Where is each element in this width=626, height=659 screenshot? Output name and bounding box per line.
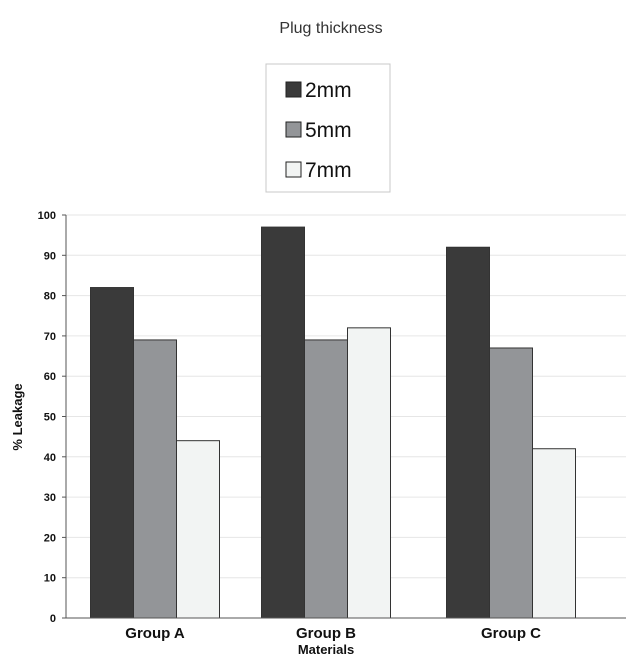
y-tick-label: 20: [44, 532, 56, 544]
bar-7mm-group-a: [176, 440, 220, 619]
bar-2mm-group-a: [90, 287, 134, 619]
y-tick-label: 70: [44, 331, 56, 343]
y-tick-label: 40: [44, 452, 56, 464]
y-tick-label: 50: [44, 412, 56, 424]
bars: [90, 226, 576, 619]
x-tick-label: Group A: [125, 625, 185, 642]
bar-2mm-group-c: [446, 246, 490, 619]
x-tick-label: Group B: [296, 625, 356, 642]
y-axis-title: % Leakage: [10, 383, 25, 450]
legend-swatch-7mm: [285, 161, 302, 178]
y-tick-labels: 0 10 20 30 40 50 60 70 80 90 100: [38, 210, 66, 625]
x-tick-labels: Group A Group B Group C: [125, 625, 541, 642]
y-tick-label: 60: [44, 371, 56, 383]
bar-5mm-group-b: [304, 339, 348, 619]
bar-7mm-group-b: [347, 327, 391, 619]
bar-2mm-group-b: [261, 226, 305, 619]
legend-label-5mm: 5mm: [305, 119, 352, 142]
y-tick-label: 80: [44, 291, 56, 303]
legend-swatch-2mm: [285, 81, 302, 98]
legend-label-2mm: 2mm: [305, 79, 352, 102]
y-tick-label: 10: [44, 573, 56, 585]
bar-5mm-group-a: [133, 339, 177, 619]
legend-title: Plug thickness: [279, 20, 382, 37]
x-tick-label: Group C: [481, 625, 541, 642]
y-tick-label: 90: [44, 250, 56, 262]
bar-7mm-group-c: [532, 448, 576, 619]
legend: 2mm 5mm 7mm: [265, 63, 391, 193]
legend-swatch-5mm: [285, 121, 302, 138]
y-tick-label: 0: [50, 613, 56, 625]
y-tick-label: 30: [44, 492, 56, 504]
legend-label-7mm: 7mm: [305, 159, 352, 182]
y-tick-label: 100: [38, 210, 56, 222]
x-axis-title: Materials: [298, 642, 354, 657]
bar-5mm-group-c: [489, 347, 533, 619]
